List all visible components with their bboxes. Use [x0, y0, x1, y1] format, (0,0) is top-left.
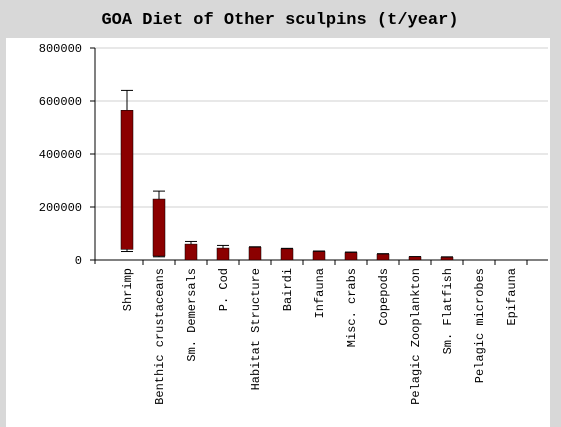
- bar: [280, 248, 294, 261]
- y-tick-label: 800000: [39, 42, 82, 56]
- chart-title: GOA Diet of Other sculpins (t/year): [101, 11, 458, 30]
- bar: [216, 247, 230, 261]
- y-tick-label: 200000: [39, 201, 82, 215]
- plot-background: [6, 38, 550, 427]
- x-tick-label: P. Cod: [217, 268, 231, 311]
- bar: [312, 251, 326, 261]
- bar: [408, 256, 422, 261]
- bar: [120, 110, 134, 250]
- x-tick-label: Habitat Structure: [249, 268, 263, 390]
- y-tick-label: 0: [75, 254, 82, 268]
- bar: [376, 253, 390, 261]
- x-tick-label: Bairdi: [281, 268, 295, 311]
- x-tick-label: Benthic crustaceans: [153, 268, 167, 405]
- x-tick-label: Misc. crabs: [345, 268, 359, 347]
- x-tick-label: Sm. Flatfish: [441, 268, 455, 354]
- bar: [344, 252, 358, 261]
- y-tick-label: 400000: [39, 148, 82, 162]
- x-tick-label: Epifauna: [505, 268, 519, 326]
- bar: [184, 243, 198, 261]
- bar: [248, 247, 262, 261]
- x-tick-label: Pelagic Zooplankton: [409, 268, 423, 405]
- x-tick-label: Infauna: [313, 268, 327, 318]
- bar: [440, 257, 454, 261]
- x-tick-label: Copepods: [377, 268, 391, 326]
- x-tick-label: Pelagic microbes: [473, 268, 487, 383]
- bar: [152, 198, 166, 257]
- x-tick-label: Shrimp: [121, 268, 135, 311]
- x-tick-label: Sm. Demersals: [185, 268, 199, 362]
- y-tick-label: 600000: [39, 95, 82, 109]
